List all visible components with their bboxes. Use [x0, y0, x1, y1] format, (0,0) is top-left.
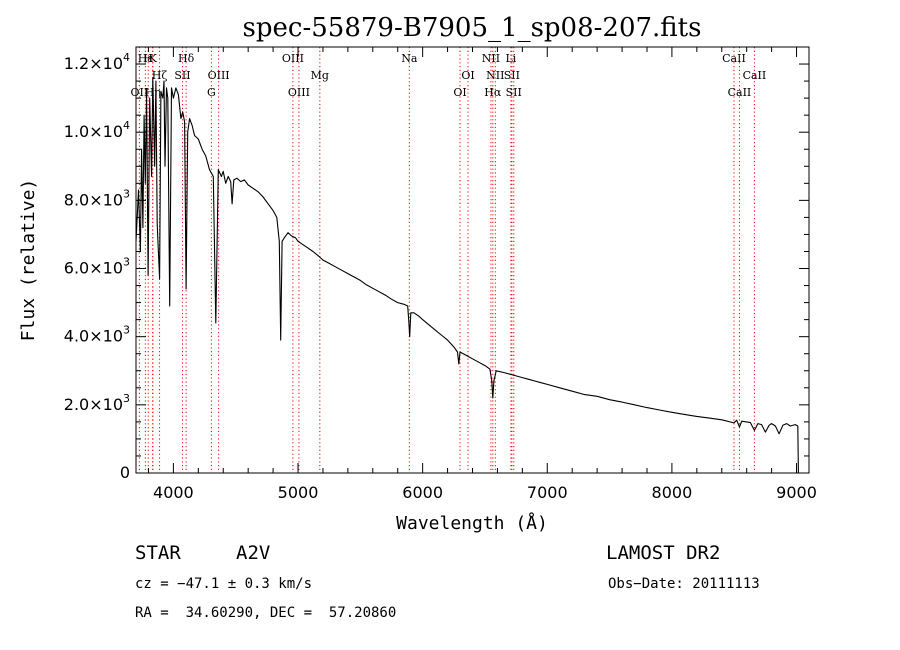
coordinates: RA = 34.60290, DEC = 57.20860	[135, 605, 397, 621]
y-tick-mantissa: 1.0×10	[64, 122, 123, 141]
y-tick-mantissa: 0	[120, 463, 130, 482]
spectral-class: A2V	[236, 542, 271, 564]
y-tick-label: 6.0×103	[64, 256, 130, 278]
y-tick-exponent: 4	[123, 51, 130, 64]
y-tick-exponent: 3	[123, 324, 130, 337]
y-tick-label: 1.0×104	[64, 119, 130, 141]
marker-label: SII	[506, 86, 522, 99]
marker-label: Mg	[311, 69, 329, 82]
marker-label: G	[207, 86, 216, 99]
y-tick-label: 1.2×104	[64, 51, 130, 73]
y-tick-mantissa: 4.0×10	[64, 327, 123, 346]
x-tick-label: 6000	[402, 483, 443, 502]
x-tick-label: 8000	[652, 483, 693, 502]
marker-label: H	[143, 52, 153, 65]
x-axis-label: Wavelength (Å)	[396, 512, 548, 534]
marker-label: OIII	[282, 52, 304, 65]
y-tick-label: 8.0×103	[64, 187, 130, 209]
marker-label: SII	[504, 69, 520, 82]
plot-frame	[135, 46, 810, 474]
x-tick-label: 7000	[527, 483, 568, 502]
survey-name: LAMOST DR2	[606, 542, 721, 564]
marker-label: NII	[482, 52, 500, 65]
marker-label: Hδ	[178, 52, 195, 65]
y-tick-exponent: 3	[123, 187, 130, 200]
y-tick-label: 4.0×103	[64, 324, 130, 346]
chart-title: spec-55879-B7905_1_sp08-207.fits	[243, 13, 702, 43]
y-tick-exponent: 3	[123, 256, 130, 269]
redshift-velocity: cz = −47.1 ± 0.3 km/s	[135, 576, 313, 592]
marker-label: Hε	[138, 52, 154, 65]
y-tick-mantissa: 2.0×10	[64, 395, 123, 414]
y-tick-mantissa: 1.2×10	[64, 54, 123, 73]
marker-label: Hζ	[152, 69, 168, 82]
marker-label: CaII	[728, 86, 752, 99]
marker-label: OIII	[288, 86, 310, 99]
spectral-line-markers: HεHKHδOIIHηHζSIIOIIIGOIIIOIIIMgNaOIOINII…	[131, 47, 767, 473]
marker-label: SII	[174, 69, 190, 82]
y-tick-exponent: 4	[123, 119, 130, 132]
marker-label: CaII	[743, 69, 767, 82]
x-axis: 4000 5000 6000 7000 8000 9000	[147, 47, 817, 502]
marker-label: Na	[401, 52, 418, 65]
marker-label: OI	[453, 86, 466, 99]
y-axis-label: Flux (relative)	[18, 179, 39, 342]
spectrum-line	[135, 77, 799, 474]
observation-date: Obs−Date: 20111113	[608, 576, 760, 592]
x-tick-label: 9000	[776, 483, 817, 502]
marker-label: Hα	[484, 86, 502, 99]
spectrum-series	[135, 77, 799, 474]
marker-label: OII	[131, 86, 149, 99]
marker-label: CaII	[722, 52, 746, 65]
y-tick-label: 2.0×103	[64, 392, 130, 414]
y-tick-label: 0	[120, 463, 130, 482]
object-type: STAR	[135, 542, 181, 564]
x-tick-label: 5000	[278, 483, 319, 502]
y-tick-mantissa: 8.0×10	[64, 190, 123, 209]
y-tick-mantissa: 6.0×10	[64, 259, 123, 278]
marker-label: NII	[486, 69, 504, 82]
marker-label: OIII	[208, 69, 230, 82]
y-tick-exponent: 3	[123, 392, 130, 405]
x-tick-label: 4000	[153, 483, 194, 502]
marker-label: OI	[461, 69, 474, 82]
y-axis: 02.0×1034.0×1036.0×1038.0×1031.0×1041.2×…	[64, 51, 809, 482]
marker-label: Li	[505, 52, 516, 65]
